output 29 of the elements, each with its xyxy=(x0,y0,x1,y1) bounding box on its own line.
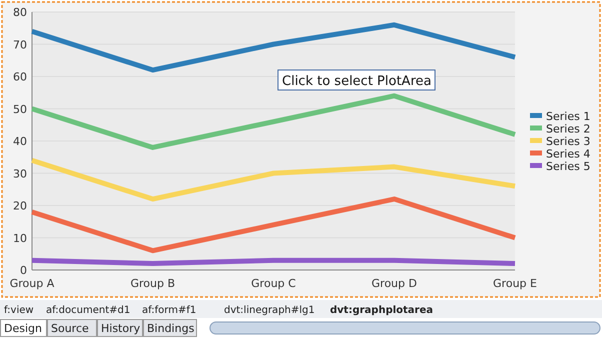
y-tick-label: 0 xyxy=(20,264,27,277)
y-tick-label: 30 xyxy=(13,167,27,180)
legend-label: Series 3 xyxy=(546,135,590,148)
x-tick-label: Group D xyxy=(372,277,417,290)
x-tick-label: Group A xyxy=(10,277,55,290)
annotation: Click to select PlotArea xyxy=(282,74,432,89)
legend-label: Series 5 xyxy=(546,160,590,173)
y-tick-label: 20 xyxy=(13,200,27,212)
text: Design xyxy=(4,322,42,335)
text: Source xyxy=(51,322,90,335)
text: af:document#d1 xyxy=(46,305,130,316)
y-tick-label: 70 xyxy=(13,38,27,52)
legend-label: Series 2 xyxy=(546,122,590,136)
text: Bindings xyxy=(147,322,195,335)
legend-label: Series 1 xyxy=(546,110,590,123)
text: af:form#f1 xyxy=(142,305,196,316)
text: History xyxy=(101,322,141,335)
text: dvt:linegraph#lg1 xyxy=(224,305,315,316)
text: f:view xyxy=(4,305,34,316)
y-tick-label: 80 xyxy=(13,6,27,19)
x-tick-label: Group B xyxy=(130,277,176,290)
x-tick-label: Group C xyxy=(251,277,296,290)
y-tick-label: 50 xyxy=(13,102,27,116)
text: dvt:graphplotarea xyxy=(330,305,434,316)
legend-label: Series 4 xyxy=(546,148,590,160)
y-tick-label: 40 xyxy=(13,135,27,148)
y-tick-label: 10 xyxy=(13,232,27,245)
x-tick-label: Group E xyxy=(493,277,538,290)
y-tick-label: 60 xyxy=(13,70,27,84)
